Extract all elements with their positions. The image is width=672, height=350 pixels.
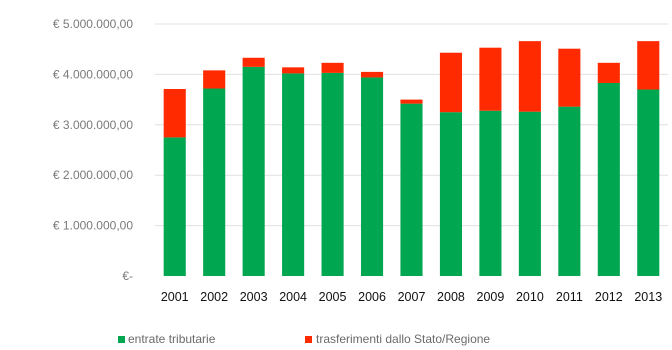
y-tick-label-1: € 1.000.000,00 (53, 219, 133, 233)
bar-2005-series-0 (321, 72, 344, 276)
x-tick-label-2003: 2003 (240, 290, 268, 304)
bar-2007-series-0 (400, 103, 423, 277)
x-tick-label-2011: 2011 (556, 290, 583, 304)
y-tick-label-5: € 5.000.000,00 (53, 17, 133, 31)
bar-2003-series-0 (242, 66, 265, 276)
bar-2011-series-0 (558, 106, 581, 276)
bar-2011-series-1 (558, 48, 581, 107)
legend-label-entrate-tributarie: entrate tributarie (128, 332, 216, 346)
x-tick-label-2005: 2005 (319, 290, 347, 304)
x-tick-label-2012: 2012 (595, 290, 623, 304)
bar-2006-series-1 (360, 71, 384, 78)
bar-2003-series-1 (242, 57, 265, 67)
x-tick-label-2013: 2013 (634, 290, 662, 304)
bar-2010-series-0 (518, 111, 541, 276)
bar-2002-series-0 (203, 88, 226, 277)
x-tick-label-2010: 2010 (516, 290, 544, 304)
x-tick-label-2002: 2002 (200, 290, 228, 304)
bar-2008-series-0 (439, 112, 463, 276)
bar-2013-series-1 (637, 41, 660, 90)
y-tick-label-4: € 4.000.000,00 (53, 67, 133, 81)
bar-2004-series-0 (282, 73, 305, 276)
bar-2008-series-1 (439, 52, 463, 113)
x-tick-label-2001: 2001 (161, 290, 189, 304)
x-tick-label-2006: 2006 (358, 290, 386, 304)
bar-2012-series-1 (597, 62, 620, 83)
legend-swatch-trasferimenti (305, 336, 312, 343)
bar-2002-series-1 (203, 70, 226, 89)
y-axis-ticks: €- € 1.000.000,00 € 2.000.000,00 € 3.000.00… (53, 17, 133, 283)
y-tick-label-0: €- (122, 269, 133, 283)
x-tick-label-2008: 2008 (437, 290, 465, 304)
legend: entrate tributarie trasferimenti dallo S… (118, 332, 490, 346)
bars (163, 41, 660, 277)
bar-2009-series-1 (479, 47, 502, 111)
bar-2013-series-0 (637, 89, 660, 277)
bar-2001-series-0 (163, 137, 186, 276)
bar-2012-series-0 (597, 82, 620, 276)
bar-2006-series-0 (360, 77, 384, 276)
x-tick-label-2007: 2007 (398, 290, 426, 304)
x-tick-label-2009: 2009 (477, 290, 505, 304)
bar-2010-series-1 (518, 41, 541, 112)
x-tick-label-2004: 2004 (279, 290, 307, 304)
bar-2007-series-1 (400, 99, 423, 104)
bar-2005-series-1 (321, 62, 344, 73)
bar-2009-series-0 (479, 110, 502, 276)
y-tick-label-2: € 2.000.000,00 (53, 168, 133, 182)
bar-2004-series-1 (282, 67, 305, 74)
y-tick-label-3: € 3.000.000,00 (53, 118, 133, 132)
x-axis-ticks: 2001 2002 2003 2004 2005 2006 2007 2008 2009 2010… (161, 290, 662, 304)
legend-label-trasferimenti: trasferimenti dallo Stato/Regione (316, 332, 490, 346)
legend-swatch-entrate-tributarie (118, 336, 125, 343)
bar-2001-series-1 (163, 89, 186, 138)
